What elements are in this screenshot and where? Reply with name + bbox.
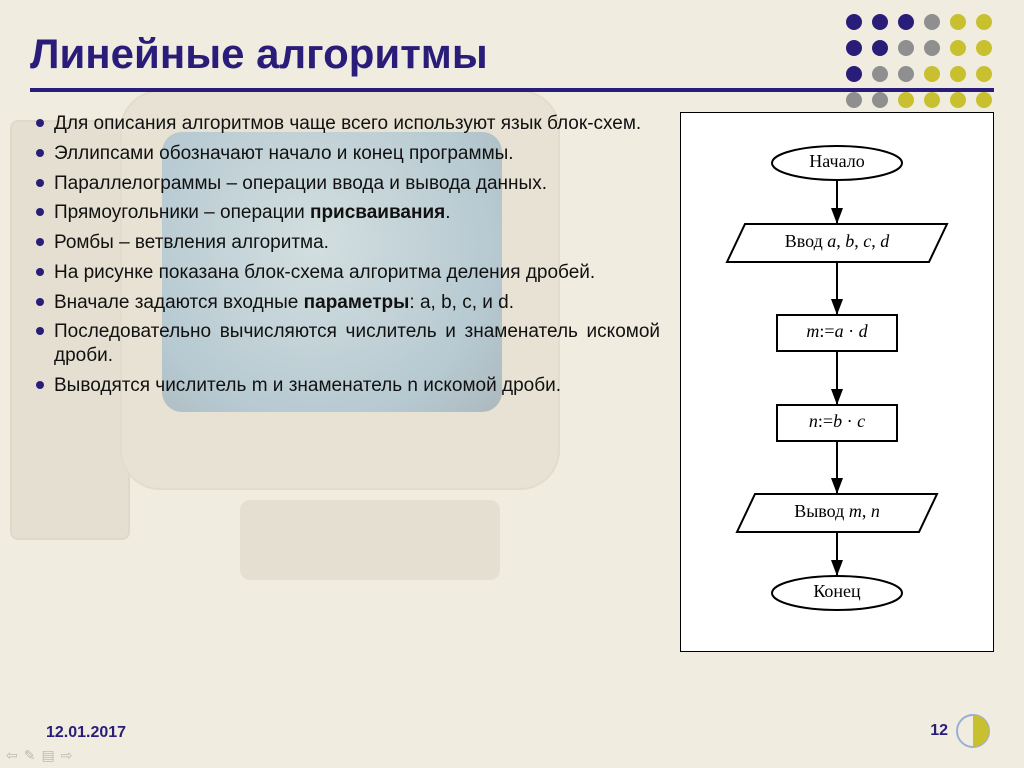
svg-text:Ввод a, b, c, d: Ввод a, b, c, d <box>785 231 891 251</box>
svg-text:Начало: Начало <box>809 151 864 171</box>
footer-date: 12.01.2017 <box>46 724 126 742</box>
decor-dot <box>924 14 940 30</box>
bullet-item: Ромбы – ветвления алгоритма. <box>30 231 660 255</box>
flow-node-start: Начало <box>772 146 902 180</box>
bullet-item: На рисунке показана блок-схема алгоритма… <box>30 261 660 285</box>
nav-next-icon[interactable]: ⇨ <box>61 747 73 764</box>
decor-dot <box>898 66 914 82</box>
decor-dot <box>950 66 966 82</box>
bullet-list: Для описания алгоритмов чаще всего испол… <box>30 112 660 652</box>
bullet-item: Параллелограммы – операции ввода и вывод… <box>30 172 660 196</box>
decor-dot <box>950 40 966 56</box>
decor-dot <box>898 92 914 108</box>
flow-node-input: Ввод a, b, c, d <box>727 224 947 262</box>
bullet-item: Для описания алгоритмов чаще всего испол… <box>30 112 660 136</box>
nav-pen-icon[interactable]: ✎ <box>24 747 36 764</box>
decor-dot <box>976 14 992 30</box>
decor-dot <box>976 40 992 56</box>
bullet-item: Прямоугольники – операции присваивания. <box>30 201 660 225</box>
decor-dot <box>898 14 914 30</box>
decor-dot <box>872 66 888 82</box>
decor-dot <box>976 92 992 108</box>
corner-decoration-icon <box>956 714 990 748</box>
bullet-item: Последовательно вычисляются числитель и … <box>30 320 660 368</box>
decor-dot <box>846 66 862 82</box>
decor-dot <box>872 14 888 30</box>
bullet-item: Выводятся числитель m и знаменатель n ис… <box>30 374 660 398</box>
decor-dot <box>846 40 862 56</box>
bullet-item: Вначале задаются входные параметры: a, b… <box>30 291 660 315</box>
flowchart: Начало Ввод a, b, c, d m:=a · d n:=b · c Выв… <box>687 123 987 643</box>
nav-prev-icon[interactable]: ⇦ <box>6 747 18 764</box>
flowchart-panel: Начало Ввод a, b, c, d m:=a · d n:=b · c Выв… <box>680 112 994 652</box>
page-number: 12 <box>930 722 948 740</box>
decor-dot <box>846 92 862 108</box>
decor-dot <box>976 66 992 82</box>
bullet-item: Эллипсами обозначают начало и конец прог… <box>30 142 660 166</box>
decor-dot <box>950 14 966 30</box>
corner-dot-grid <box>846 14 994 110</box>
flow-node-calc2: n:=b · c <box>777 405 897 441</box>
svg-text:Конец: Конец <box>813 581 861 601</box>
decor-dot <box>872 92 888 108</box>
svg-text:Вывод m, n: Вывод m, n <box>794 501 880 521</box>
flow-node-output: Вывод m, n <box>737 494 937 532</box>
decor-dot <box>898 40 914 56</box>
decor-dot <box>924 40 940 56</box>
nav-icons: ⇦ ✎ ▤ ⇨ <box>6 747 72 764</box>
svg-text:n:=b · c: n:=b · c <box>809 411 865 431</box>
slide: Линейные алгоритмы Для описания алгоритм… <box>0 0 1024 768</box>
nav-menu-icon[interactable]: ▤ <box>41 747 54 764</box>
decor-dot <box>924 66 940 82</box>
decor-dot <box>846 14 862 30</box>
decor-dot <box>950 92 966 108</box>
svg-text:m:=a · d: m:=a · d <box>806 321 868 341</box>
flow-node-calc1: m:=a · d <box>777 315 897 351</box>
flow-node-end: Конец <box>772 576 902 610</box>
decor-dot <box>924 92 940 108</box>
decor-dot <box>872 40 888 56</box>
